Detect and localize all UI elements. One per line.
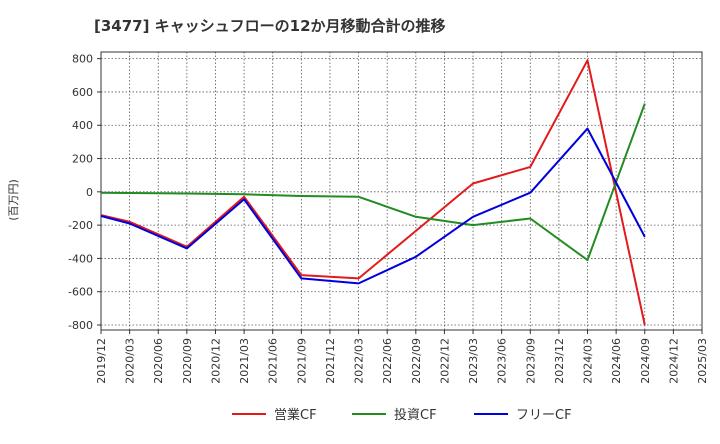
- plot-area: [101, 52, 702, 330]
- series-line-フリーCF: [100, 127, 646, 285]
- x-tick-label: 2025/03: [696, 338, 709, 384]
- x-tick-label: 2021/03: [238, 338, 251, 384]
- legend-label: 投資CF: [394, 407, 437, 423]
- legend-label: 営業CF: [274, 407, 317, 423]
- y-tick-label: 400: [72, 119, 93, 132]
- x-tick-label: 2020/03: [124, 338, 137, 384]
- x-tick-label: 2020/09: [181, 338, 194, 384]
- y-tick-label: 0: [86, 186, 93, 199]
- y-tick-label: 800: [72, 53, 93, 66]
- plot-border: [100, 51, 703, 331]
- x-tick-label: 2024/12: [667, 338, 680, 384]
- y-axis-label: (百万円): [7, 179, 20, 221]
- x-tick-label: 2022/09: [410, 338, 423, 384]
- y-tick-label: 200: [72, 153, 93, 166]
- x-tick-label: 2019/12: [95, 338, 108, 384]
- series-line-営業CF: [100, 59, 646, 326]
- x-tick-label: 2023/06: [496, 338, 509, 384]
- x-tick-label: 2020/06: [152, 338, 165, 384]
- y-tick-label: 600: [72, 86, 93, 99]
- x-tick-label: 2022/12: [438, 338, 451, 384]
- chart-title: [3477] キャッシュフローの12か月移動合計の推移: [94, 17, 446, 35]
- y-tick-label: -800: [68, 319, 93, 332]
- y-tick-label: -600: [68, 286, 93, 299]
- x-tick-label: 2021/06: [267, 338, 280, 384]
- x-tick-label: 2024/09: [639, 338, 652, 384]
- y-tick-label: -400: [68, 252, 93, 265]
- x-tick-label: 2023/12: [553, 338, 566, 384]
- legend-label: フリーCF: [516, 408, 572, 423]
- x-tick-label: 2023/09: [524, 338, 537, 384]
- x-tick-label: 2024/03: [582, 338, 595, 384]
- x-tick-label: 2022/03: [353, 338, 366, 384]
- series-line-投資CF: [100, 103, 646, 262]
- x-tick-label: 2023/03: [467, 338, 480, 384]
- x-tick-label: 2020/12: [209, 338, 222, 384]
- y-tick-label: -200: [68, 219, 93, 232]
- x-tick-label: 2022/06: [381, 338, 394, 384]
- x-tick-label: 2021/09: [295, 338, 308, 384]
- x-tick-label: 2024/06: [610, 338, 623, 384]
- x-tick-label: 2021/12: [324, 338, 337, 384]
